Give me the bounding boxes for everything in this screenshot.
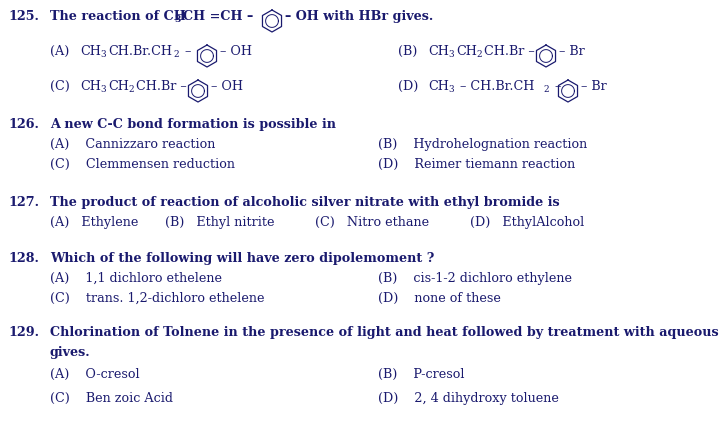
Text: 129.: 129. [8, 326, 39, 339]
Text: (D)    none of these: (D) none of these [378, 292, 501, 305]
Text: (C)    Clemmensen reduction: (C) Clemmensen reduction [50, 158, 235, 171]
Text: (D)    2, 4 dihydroxy toluene: (D) 2, 4 dihydroxy toluene [378, 392, 559, 405]
Text: CH: CH [428, 80, 449, 93]
Text: CH.Br.CH: CH.Br.CH [108, 45, 172, 58]
Text: (B)    cis-1-2 dichloro ethylene: (B) cis-1-2 dichloro ethylene [378, 272, 572, 285]
Text: 3: 3 [100, 50, 106, 59]
Text: 125.: 125. [8, 10, 39, 23]
Text: 2: 2 [476, 50, 482, 59]
Text: CH: CH [80, 80, 101, 93]
Text: Which of the following will have zero dipolemoment ?: Which of the following will have zero di… [50, 252, 435, 265]
Text: (A)    1,1 dichloro ethelene: (A) 1,1 dichloro ethelene [50, 272, 222, 285]
Text: –: – [551, 80, 561, 93]
Text: (C)    Ben zoic Acid: (C) Ben zoic Acid [50, 392, 173, 405]
Text: (C): (C) [50, 80, 70, 93]
Text: 127.: 127. [8, 196, 39, 209]
Text: CH: CH [80, 45, 101, 58]
Text: CH: CH [428, 45, 449, 58]
Text: CH.Br –: CH.Br – [136, 80, 187, 93]
Text: 3: 3 [174, 15, 180, 24]
Text: 2: 2 [128, 85, 134, 94]
Text: –: – [181, 45, 192, 58]
Text: (C)    trans. 1,2-dichloro ethelene: (C) trans. 1,2-dichloro ethelene [50, 292, 265, 305]
Text: (D): (D) [398, 80, 419, 93]
Text: (B)    Hydrohelognation reaction: (B) Hydrohelognation reaction [378, 138, 587, 151]
Text: CH: CH [456, 45, 477, 58]
Text: 126.: 126. [8, 118, 39, 131]
Text: – OH: – OH [211, 80, 243, 93]
Text: 3: 3 [448, 50, 453, 59]
Text: Chlorination of Tolnene in the presence of light and heat followed by treatment : Chlorination of Tolnene in the presence … [50, 326, 723, 339]
Text: (D)    Reimer tiemann reaction: (D) Reimer tiemann reaction [378, 158, 576, 171]
Text: The product of reaction of alcoholic silver nitrate with ethyl bromide is: The product of reaction of alcoholic sil… [50, 196, 560, 209]
Text: (B)    P-cresol: (B) P-cresol [378, 368, 464, 381]
Text: The reaction of CH: The reaction of CH [50, 10, 186, 23]
Text: (B)   Ethyl nitrite: (B) Ethyl nitrite [165, 216, 275, 229]
Text: 2: 2 [543, 85, 549, 94]
Text: – OH: – OH [220, 45, 252, 58]
Text: 3: 3 [448, 85, 453, 94]
Text: (A)    O-cresol: (A) O-cresol [50, 368, 140, 381]
Text: (B): (B) [398, 45, 417, 58]
Text: 128.: 128. [8, 252, 39, 265]
Text: (A)   Ethylene: (A) Ethylene [50, 216, 138, 229]
Text: CH: CH [108, 80, 129, 93]
Text: A new C-C bond formation is possible in: A new C-C bond formation is possible in [50, 118, 336, 131]
Text: gives.: gives. [50, 346, 90, 359]
Text: (C)   Nitro ethane: (C) Nitro ethane [315, 216, 429, 229]
Text: (A): (A) [50, 45, 69, 58]
Text: – CH.Br.CH: – CH.Br.CH [456, 80, 534, 93]
Text: (A)    Cannizzaro reaction: (A) Cannizzaro reaction [50, 138, 215, 151]
Text: 2: 2 [173, 50, 179, 59]
Text: 3: 3 [100, 85, 106, 94]
Text: CH =CH –: CH =CH – [183, 10, 253, 23]
Text: – Br: – Br [559, 45, 585, 58]
Text: – Br: – Br [581, 80, 607, 93]
Text: – OH with HBr gives.: – OH with HBr gives. [285, 10, 433, 23]
Text: (D)   EthylAlcohol: (D) EthylAlcohol [470, 216, 584, 229]
Text: CH.Br –: CH.Br – [484, 45, 535, 58]
